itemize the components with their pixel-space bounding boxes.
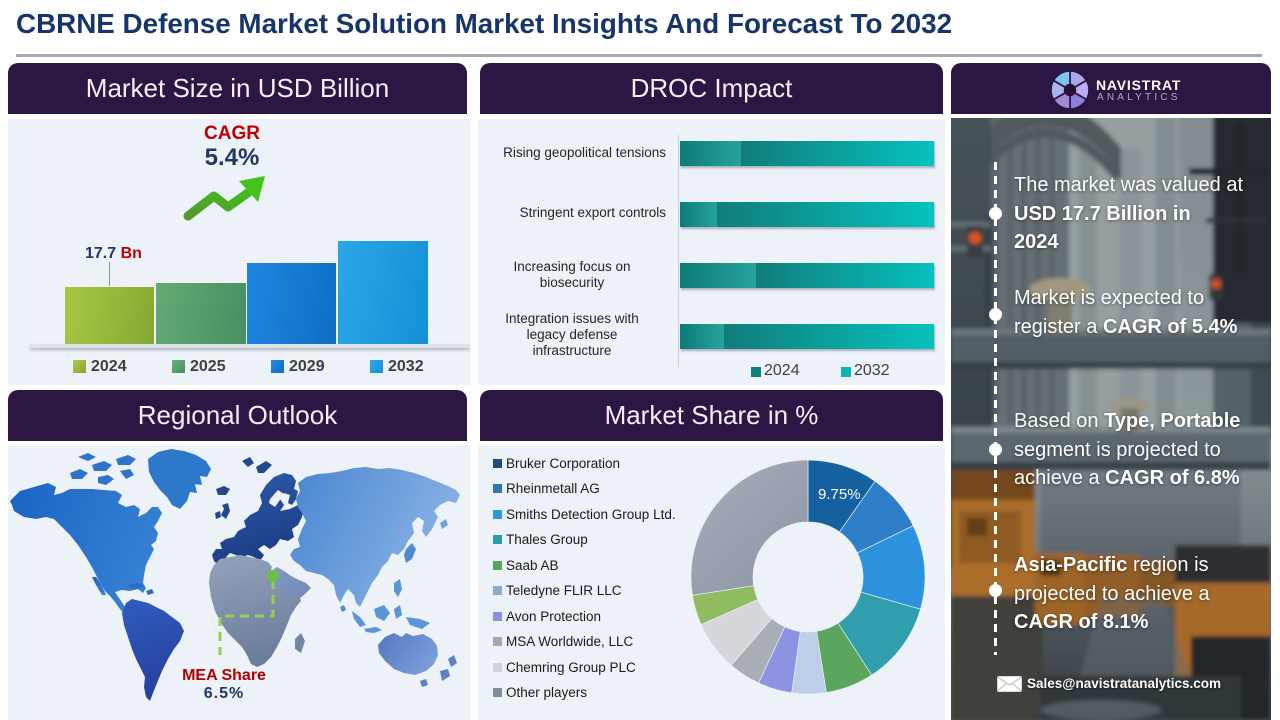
svg-text:9.75%: 9.75% bbox=[818, 486, 861, 503]
